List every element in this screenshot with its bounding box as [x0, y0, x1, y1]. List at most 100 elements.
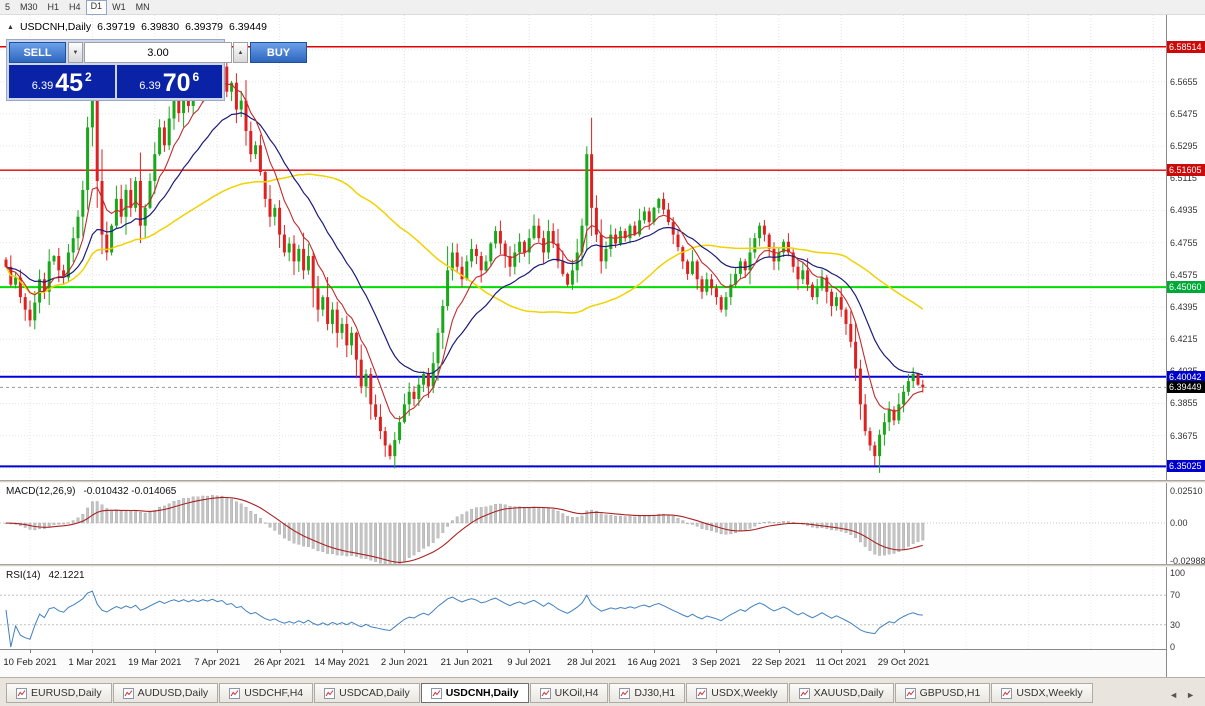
tab-usdchf-h4[interactable]: USDCHF,H4: [219, 683, 314, 703]
price-level-label: 6.58514: [1167, 40, 1205, 53]
tab-usdx-weekly[interactable]: USDX,Weekly: [686, 683, 788, 703]
time-axis-tick: [903, 650, 905, 653]
time-axis-label: 7 Apr 2021: [194, 657, 241, 668]
tab-xauusd-daily[interactable]: XAUUSD,Daily: [788, 683, 894, 703]
chart-icon: [904, 687, 916, 699]
price-chart-svg[interactable]: [0, 15, 1166, 480]
timeframe-d1[interactable]: D1: [85, 0, 108, 15]
timeframe-mn[interactable]: MN: [135, 1, 150, 12]
time-axis-tick: [154, 650, 156, 653]
time-axis-label: 28 Jul 2021: [567, 657, 617, 668]
time-axis-label: 2 Jun 2021: [380, 657, 428, 668]
time-axis-tick: [654, 650, 655, 653]
time-axis[interactable]: 10 Feb 2021 1 Mar 2021 19 Mar 2021 7 Apr 20…: [0, 649, 1166, 677]
time-axis-tick: [30, 650, 31, 653]
time-axis-tick: [342, 650, 343, 653]
macd-tick-label: 0.00: [1170, 518, 1188, 528]
sell-button[interactable]: SELL: [9, 42, 66, 63]
tab-label: USDX,Weekly: [711, 687, 778, 699]
price-tick-label: 6.3855: [1170, 398, 1198, 409]
rsi-chart-svg[interactable]: [0, 567, 1166, 649]
time-axis-tick: [716, 650, 718, 653]
time-axis-tick: [404, 650, 406, 653]
rsi-tick-label: 30: [1170, 619, 1181, 630]
macd-name: MACD(12,26,9): [6, 486, 76, 497]
chart-icon: [619, 687, 631, 699]
tabs-scroll-right-button[interactable]: ►: [1186, 690, 1195, 700]
ohlc-low: 6.39379: [185, 21, 224, 33]
price-tick-label: 6.5655: [1170, 76, 1198, 87]
ohlc-high: 6.39830: [141, 21, 180, 33]
rsi-label: RSI(14) 42.1221: [6, 570, 85, 581]
chart-icon: [324, 687, 336, 699]
time-axis-tick: [279, 650, 281, 653]
macd-chart-svg[interactable]: [0, 483, 1166, 564]
buy-button[interactable]: BUY: [250, 42, 307, 63]
price-axis[interactable]: 6.58356.56556.54756.52956.51156.49356.47…: [1166, 15, 1205, 677]
price-tick-label: 6.4215: [1170, 334, 1198, 345]
price-tick-label: 6.5115: [1170, 173, 1197, 184]
tabs-scroll-left-button[interactable]: ◄: [1169, 690, 1179, 700]
tab-label: GBPUSD,H1: [919, 687, 981, 699]
sell-price-prefix: 6.39: [31, 80, 54, 92]
price-tick-label: 6.4755: [1170, 237, 1198, 248]
tab-label: XAUUSD,Daily: [813, 687, 884, 699]
timeframe-h1[interactable]: H1: [47, 1, 60, 12]
chart-icon: [539, 687, 551, 699]
tab-ukoil-h4[interactable]: UKOil,H4: [529, 683, 609, 703]
rsi-tick-label: 0: [1170, 642, 1176, 652]
price-tick-label: 6.5295: [1170, 141, 1198, 152]
time-axis-label: 14 May 2021: [314, 657, 370, 668]
buy-price-fraction: 6: [192, 70, 200, 84]
price-tick-label: 6.4575: [1170, 269, 1198, 280]
tab-label: USDCAD,Daily: [339, 687, 410, 699]
rsi-panel[interactable]: RSI(14) 42.1221: [0, 567, 1166, 649]
tab-label: AUDUSD,Daily: [137, 687, 209, 699]
sell-price-pips: 45: [55, 69, 84, 97]
timeframe-5[interactable]: 5: [5, 1, 11, 12]
rsi-tick-label: 100: [1170, 568, 1186, 578]
macd-tick-label: -0.02988: [1170, 555, 1205, 566]
price-level-label: 6.45060: [1167, 281, 1205, 294]
price-tick-label: 6.4395: [1170, 301, 1198, 312]
volume-decrease-button[interactable]: ▼: [68, 42, 83, 63]
timeframe-w1[interactable]: W1: [112, 1, 126, 12]
chart-symbol-label: USDCNH,Daily: [19, 21, 92, 33]
volume-input[interactable]: [84, 42, 232, 63]
volume-increase-button[interactable]: ▲: [233, 42, 248, 63]
chart-icon: [229, 687, 241, 699]
tab-dj30-h1[interactable]: DJ30,H1: [609, 683, 686, 703]
timeframe-h4[interactable]: H4: [69, 1, 81, 12]
tab-usdcnh-daily[interactable]: USDCNH,Daily: [420, 683, 529, 703]
buy-price-display[interactable]: 6.39 70 6: [116, 65, 222, 98]
tab-label: DJ30,H1: [634, 687, 676, 699]
panel-separator[interactable]: [0, 564, 1205, 567]
chart-icon: [696, 687, 708, 699]
panel-separator[interactable]: [0, 480, 1205, 483]
tab-usdcad-daily[interactable]: USDCAD,Daily: [314, 683, 420, 703]
tab-gbpusd-h1[interactable]: GBPUSD,H1: [894, 683, 991, 703]
rsi-name: RSI(14): [6, 570, 41, 581]
price-tick-label: 6.3675: [1170, 430, 1198, 441]
price-chart-panel[interactable]: ▲ USDCNH,Daily 6.39719 6.39830 6.39379 6…: [0, 15, 1166, 480]
tab-usdx-weekly[interactable]: USDX,Weekly: [991, 683, 1093, 703]
tab-audusd-daily[interactable]: AUDUSD,Daily: [112, 683, 219, 703]
timeframe-m30[interactable]: M30: [20, 1, 38, 12]
time-axis-label: 16 Aug 2021: [627, 657, 681, 668]
sell-price-fraction: 2: [85, 70, 92, 84]
tab-eurusd-daily[interactable]: EURUSD,Daily: [6, 683, 112, 703]
ohlc-close: 6.39449: [229, 21, 267, 33]
time-axis-label: 1 Mar 2021: [68, 657, 117, 668]
one-click-trading-widget: SELL ▼ ▲ BUY 6.39 45 2 6.39 70 6: [6, 39, 307, 101]
chart-tab-bar: EURUSD,Daily AUDUSD,Daily USDCHF,H4 USDCAD,…: [0, 677, 1205, 706]
time-axis-label: 9 Jul 2021: [507, 657, 552, 668]
sell-price-display[interactable]: 6.39 45 2: [9, 65, 115, 98]
chart-icon: [430, 687, 442, 699]
time-axis-tick: [92, 650, 94, 653]
tab-label: UKOil,H4: [554, 687, 599, 699]
chart-icon: [122, 687, 134, 699]
macd-tick-label: 0.02510: [1170, 486, 1203, 497]
chart-title: ▲ USDCNH,Daily 6.39719 6.39830 6.39379 6…: [7, 21, 267, 33]
macd-panel[interactable]: MACD(12,26,9) -0.010432 -0.014065: [0, 483, 1166, 564]
